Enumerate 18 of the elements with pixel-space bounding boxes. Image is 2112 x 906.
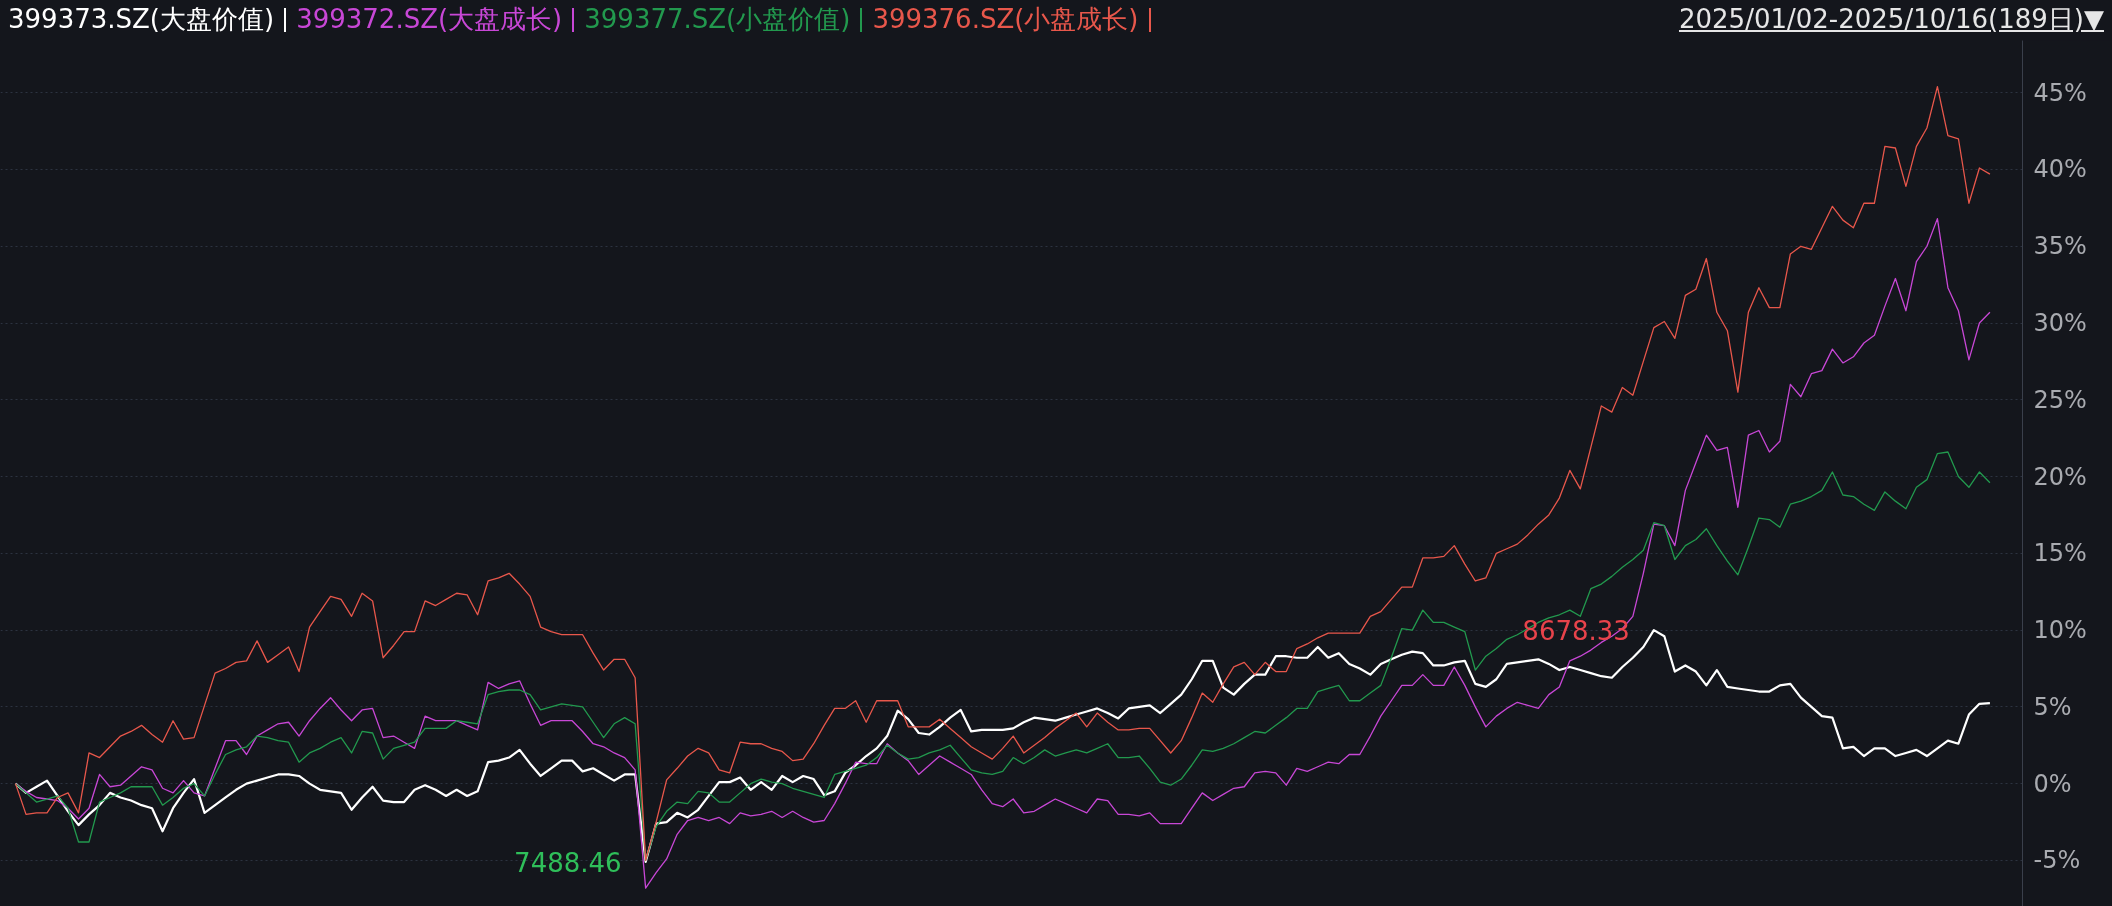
y-tick-label: 25% [2033, 385, 2087, 414]
y-tick-label: 0% [2033, 769, 2072, 798]
y-tick-label: 45% [2033, 78, 2087, 107]
legend-label: 399373.SZ(大盘价值) [8, 4, 275, 34]
y-tick-label: 30% [2033, 309, 2087, 338]
y-tick-label: 20% [2033, 462, 2087, 491]
legend-label: 399372.SZ(大盘成长) [296, 4, 563, 34]
y-tick-label: 35% [2033, 232, 2087, 261]
legend-label: 399377.SZ(小盘价值) [584, 4, 851, 34]
y-tick-label: 40% [2033, 155, 2087, 184]
y-tick-label: 10% [2033, 616, 2087, 645]
y-tick-label: 15% [2033, 539, 2087, 568]
line-series [14, 217, 1991, 889]
legend-label: 399376.SZ(小盘成长) [872, 4, 1139, 34]
chart-subtitle: 2025/01/02-2025/10/16(189日)▼ [1678, 4, 2104, 34]
y-tick-label: 5% [2033, 692, 2072, 721]
y-tick-label: -5% [2033, 846, 2081, 875]
annotation: 7488.46 [514, 847, 622, 878]
